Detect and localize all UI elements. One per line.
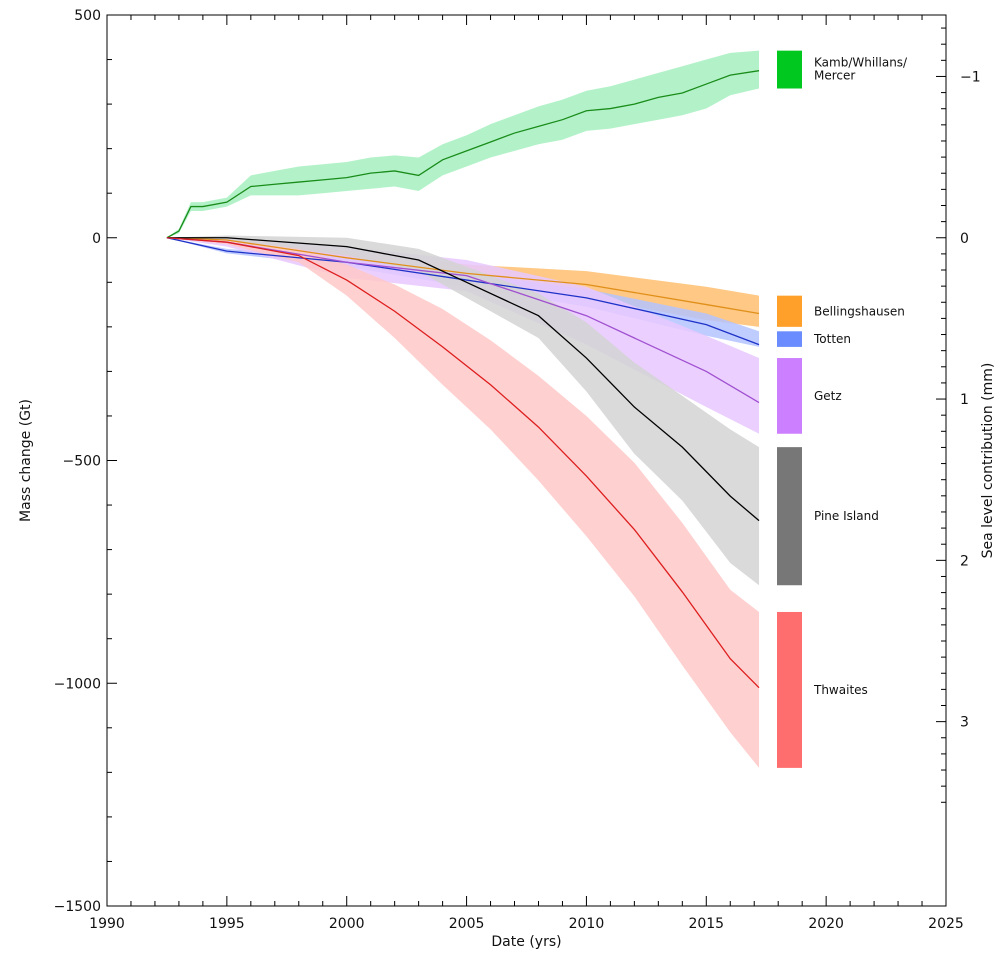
- y2-tick-label: 0: [960, 231, 969, 247]
- legend-label-bellingshausen: Bellingshausen: [814, 304, 905, 318]
- legend-swatch-bellingshausen: [777, 295, 802, 327]
- band-thwaites: [166, 237, 760, 768]
- legend-swatch-pine-island: [777, 447, 802, 586]
- axes: 1990 1995 2000 2005 2010 2015 2020 2025 500 0 −500…: [54, 8, 981, 932]
- y-axis-label: Mass change (Gt): [18, 399, 34, 522]
- y-tick-label: 0: [92, 231, 101, 247]
- y-tick-label: −500: [63, 454, 101, 470]
- legend-label-thwaites: Thwaites: [813, 683, 868, 697]
- legend-swatch-kamb-whillans-mercer: [777, 50, 802, 89]
- legend-label-totten: Totten: [813, 332, 851, 346]
- y-tick-label: 500: [74, 8, 101, 24]
- x-axis-label: Date (yrs): [491, 934, 561, 950]
- y2-tick-label: −1: [960, 69, 981, 85]
- y2-tick-label: 2: [960, 553, 969, 569]
- y2-tick-label: 1: [960, 392, 969, 408]
- legend: Kamb/Whillans/Mercer Bellingshausen Totten…: [777, 50, 908, 768]
- band-pine-island: [166, 235, 760, 586]
- series-lines: [166, 70, 760, 689]
- legend-swatch-getz: [777, 358, 802, 434]
- x-tick-label: 2025: [928, 916, 964, 932]
- line-pine-island: [166, 237, 760, 522]
- y-tick-label: −1000: [54, 676, 101, 692]
- legend-swatch-totten: [777, 331, 802, 347]
- legend-label-pine-island: Pine Island: [814, 509, 879, 523]
- legend-swatch-thwaites: [777, 611, 802, 768]
- line-kamb-whillans-mercer: [166, 70, 760, 239]
- x-tick-label: 2005: [449, 916, 485, 932]
- legend-label-getz: Getz: [814, 389, 842, 403]
- x-tick-label: 1995: [209, 916, 245, 932]
- x-tick-label: 1990: [89, 916, 125, 932]
- band-kamb-whillans-mercer: [166, 50, 760, 238]
- line-thwaites: [166, 237, 760, 689]
- line-totten: [166, 237, 760, 346]
- legend-label-kamb-whillans-mercer: Kamb/Whillans/Mercer: [814, 56, 908, 83]
- y2-tick-label: 3: [960, 715, 969, 731]
- line-bellingshausen: [166, 237, 760, 315]
- y2-axis-label: Sea level contribution (mm): [980, 363, 996, 559]
- x-tick-label: 2020: [808, 916, 844, 932]
- y-tick-label: −1500: [54, 899, 101, 915]
- x-tick-label: 2000: [329, 916, 365, 932]
- x-tick-label: 2015: [688, 916, 724, 932]
- x-tick-label: 2010: [569, 916, 605, 932]
- uncertainty-bands: [166, 50, 760, 768]
